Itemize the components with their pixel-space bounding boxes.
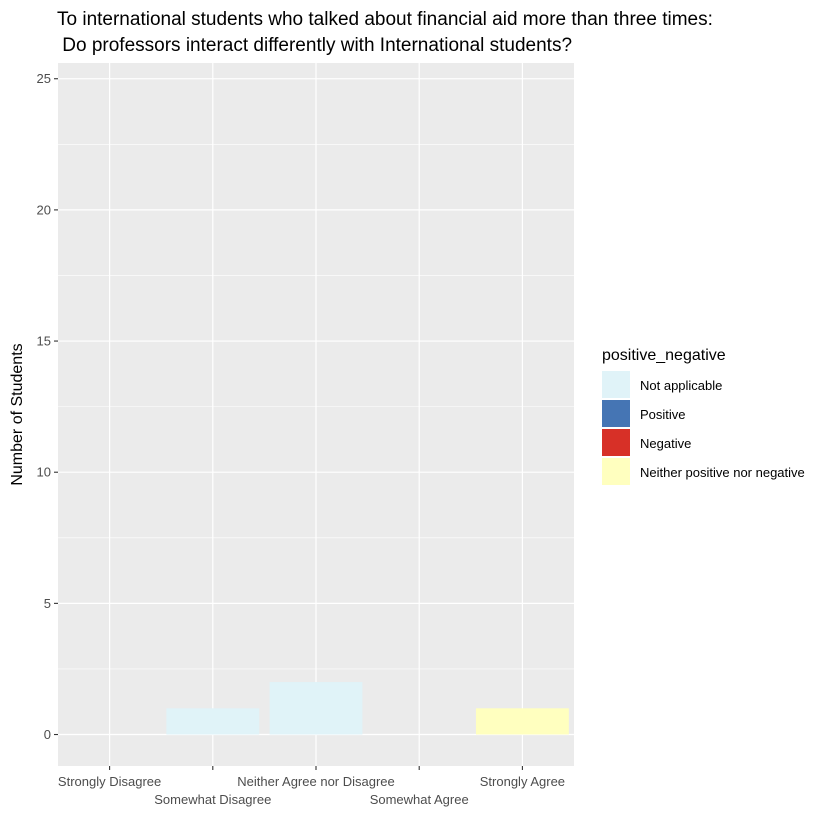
y-tick-label: 15 [37,334,51,349]
y-axis-title: Number of Students [9,343,26,485]
x-tick-label: Neither Agree nor Disagree [237,774,395,789]
y-tick-label: 5 [44,596,51,611]
legend: positive_negative Not applicable Positive… [602,347,805,485]
legend-key [602,429,630,456]
x-tick-label: Somewhat Agree [370,792,469,807]
y-tick-label: 20 [37,202,51,217]
bars [166,682,569,735]
chart-title-line-2: Do professors interact differently with … [57,35,572,56]
bar [269,682,363,735]
major-gridlines [58,63,574,766]
x-tick-label: Somewhat Disagree [154,792,271,807]
legend-label: Not applicable [640,378,722,393]
legend-label: Negative [640,436,691,451]
legend-key [602,400,630,427]
legend-key [602,371,630,398]
legend-label: Neither positive nor negative [640,465,805,480]
legend-title: positive_negative [602,347,726,364]
chart-title-line-1: To international students who talked abo… [57,9,713,30]
bar [475,708,569,735]
legend-key [602,458,630,485]
x-tick-label: Strongly Agree [480,774,565,789]
bar [166,708,260,735]
y-tick-label: 25 [37,71,51,86]
x-tick-label: Strongly Disagree [58,774,161,789]
y-tick-label: 0 [44,727,51,742]
legend-label: Positive [640,407,686,422]
x-axis: Strongly Disagree Somewhat Disagree Neithe… [58,766,565,807]
y-tick-label: 10 [37,465,51,480]
y-axis: 0 5 10 15 20 25 [37,71,58,742]
chart-title: To international students who talked abo… [57,9,713,56]
